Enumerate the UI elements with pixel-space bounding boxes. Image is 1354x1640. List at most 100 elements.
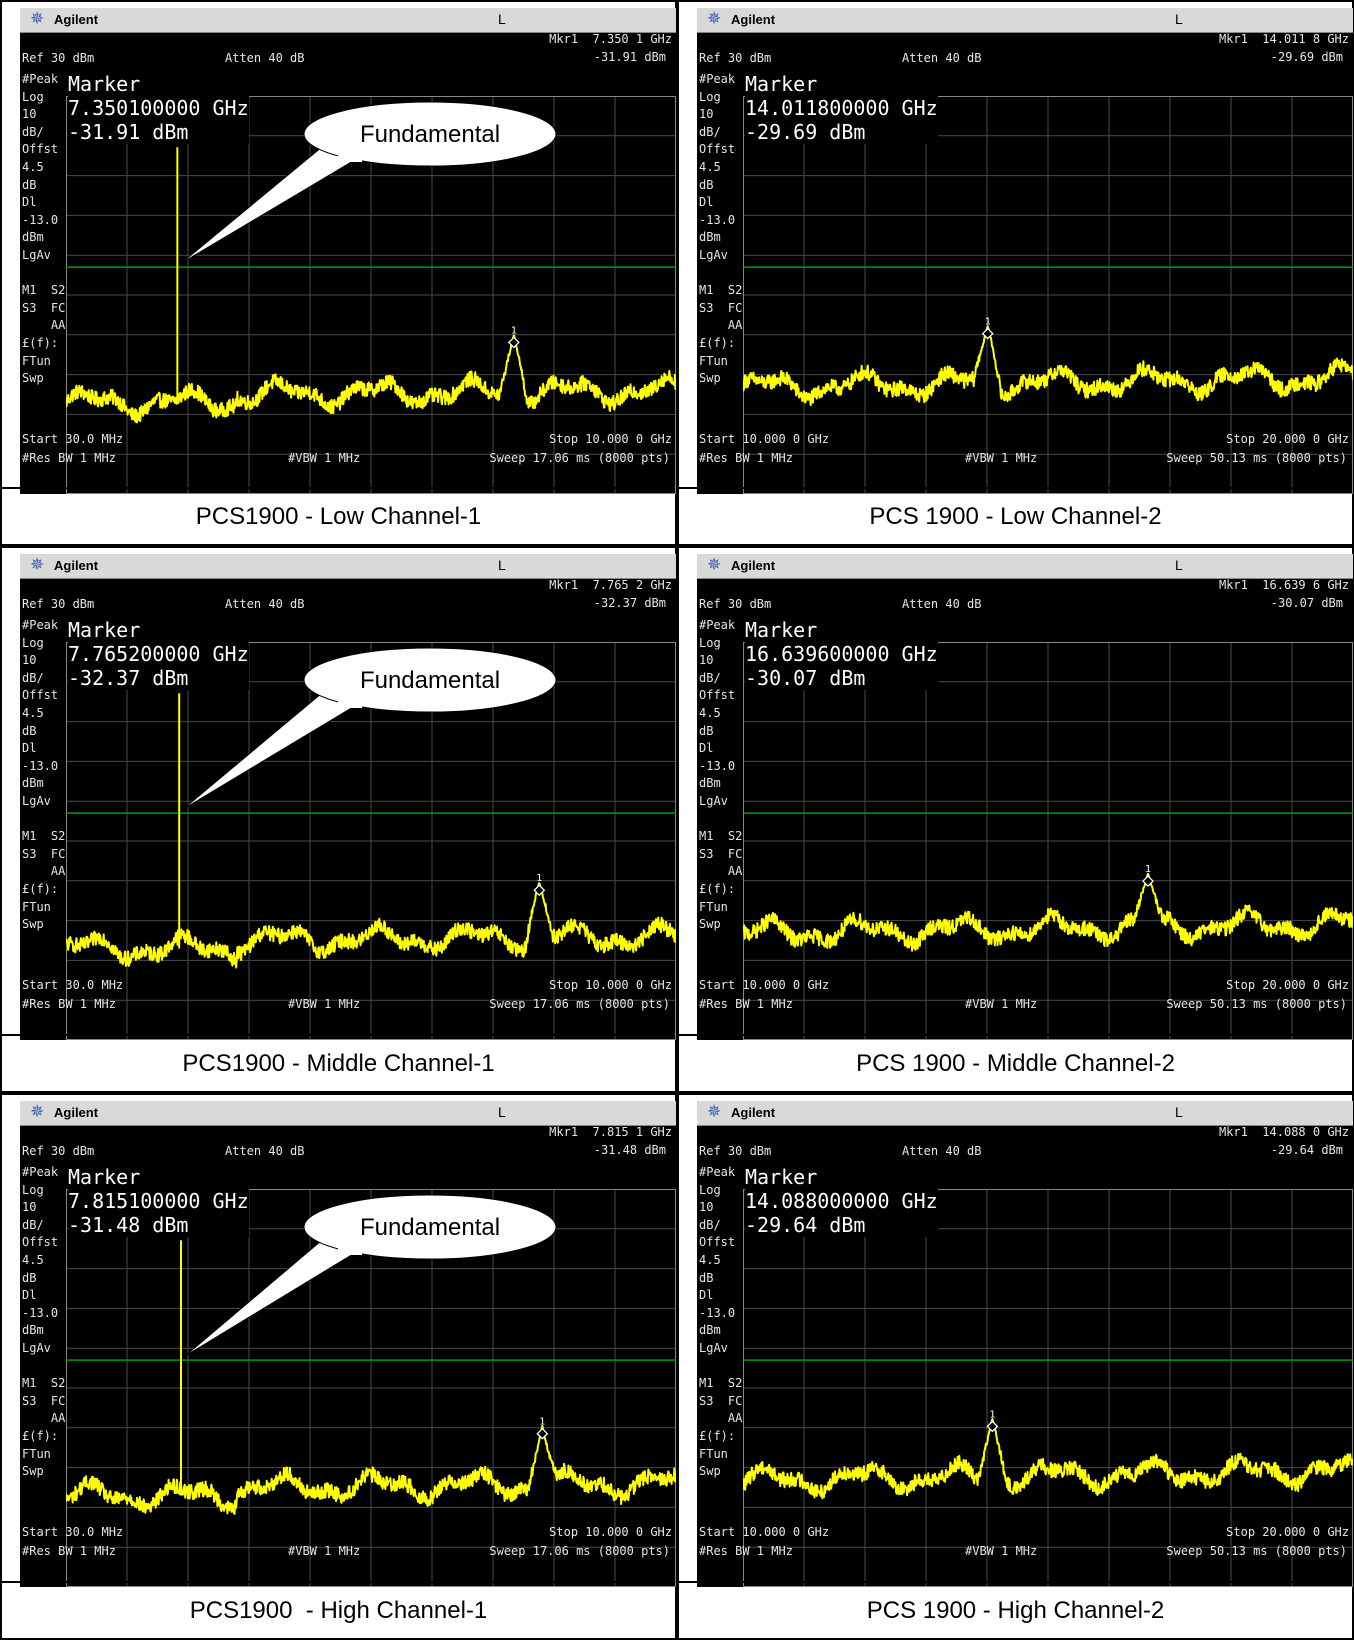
side-annotation: Log <box>699 635 721 650</box>
ref-level-label: Ref 30 dBm <box>22 1144 95 1158</box>
marker-level: -29.64 dBm <box>745 1213 866 1237</box>
side-annotation: dB/ <box>22 124 44 139</box>
side-annotation: FTun <box>22 353 51 368</box>
resolution-bandwidth-label: #Res BW 1 MHz <box>22 1544 116 1558</box>
marker-freq: 7.350100000 GHz <box>68 96 249 120</box>
mode-indicator: L <box>1175 557 1183 573</box>
marker-level: -29.69 dBm <box>745 120 866 144</box>
side-annotation: FTun <box>22 1446 51 1461</box>
analyzer-screen: ✵ Agilent L Mkr1 7.815 1 GHz -31.48 dBm Ref 3… <box>20 1101 676 1587</box>
side-annotation <box>699 811 745 829</box>
side-annotation: AA <box>699 318 743 333</box>
side-annotation: 4.5 <box>699 1252 721 1267</box>
side-annotation: S3 FC <box>699 846 743 861</box>
side-annotation: AA <box>22 864 66 879</box>
side-annotations: #Peak Log 10 dB/Offst 4.5 dB Dl -13.0 dBm LgAv M1 … <box>22 71 68 388</box>
stop-frequency-label: Stop 20.000 0 GHz <box>1226 978 1349 992</box>
brand-label: Agilent <box>731 1105 776 1120</box>
agilent-logo-icon: ✵ <box>30 9 45 29</box>
side-annotation: Swp <box>699 1464 721 1479</box>
sweep-time-label: Sweep 50.13 ms (8000 pts) <box>1166 451 1347 465</box>
side-annotation: S3 FC <box>22 846 66 861</box>
side-annotation: 10 <box>22 653 37 668</box>
side-annotation: Dl <box>22 1288 37 1303</box>
plot-caption: PCS 1900 - Middle Channel-2 <box>679 1034 1352 1091</box>
attenuation-label: Atten 40 dB <box>225 51 305 65</box>
start-frequency-label: Start 10.000 0 GHz <box>699 978 830 992</box>
attenuation-label: Atten 40 dB <box>902 51 982 65</box>
plot-frame <box>743 96 1353 494</box>
plot-caption: PCS 1900 - High Channel-2 <box>679 1581 1352 1638</box>
side-annotation: Offst <box>699 142 736 157</box>
start-frequency-label: Start 10.000 0 GHz <box>699 1525 830 1539</box>
brand-label: Agilent <box>731 558 776 573</box>
marker-freq-readout: Mkr1 16.639 6 GHz <box>1218 578 1349 592</box>
side-annotation: Log <box>22 635 44 650</box>
side-annotation: AA <box>699 1411 743 1426</box>
side-annotation: M1 S2 <box>22 1376 66 1391</box>
marker-title: Marker <box>68 1165 141 1189</box>
side-annotation: dB/ <box>699 124 721 139</box>
agilent-logo-icon: ✵ <box>707 555 722 575</box>
side-annotation: dBm <box>22 1323 44 1338</box>
resolution-bandwidth-label: #Res BW 1 MHz <box>699 1544 793 1558</box>
agilent-logo-icon: ✵ <box>30 1102 45 1122</box>
mode-indicator: L <box>1175 1104 1183 1120</box>
sweep-time-label: Sweep 17.06 ms (8000 pts) <box>489 451 670 465</box>
plot-cell: ✵ Agilent L Mkr1 7.350 1 GHz -31.91 dBm Ref 3… <box>0 0 677 546</box>
marker-freq: 7.765200000 GHz <box>68 642 249 666</box>
video-bandwidth-label: #VBW 1 MHz <box>965 1544 1038 1558</box>
analyzer-title-bar: ✵ Agilent L <box>697 1101 1353 1126</box>
side-annotations: #Peak Log 10 dB/Offst 4.5 dB Dl -13.0 dBm LgAv M1 … <box>699 1164 745 1481</box>
side-annotation: dBm <box>22 776 44 791</box>
side-annotation: Dl <box>22 741 37 756</box>
video-bandwidth-label: #VBW 1 MHz <box>288 451 361 465</box>
marker-level: -30.07 dBm <box>745 666 866 690</box>
side-annotation: £(f): <box>699 881 736 896</box>
marker-freq-readout: Mkr1 14.088 0 GHz <box>1218 1125 1349 1139</box>
mode-indicator: L <box>498 1104 506 1120</box>
side-annotation: LgAv <box>699 247 728 262</box>
side-annotation: M1 S2 <box>699 1376 743 1391</box>
marker-level: -31.91 dBm <box>68 120 189 144</box>
side-annotation: #Peak <box>22 72 59 86</box>
ref-level-label: Ref 30 dBm <box>699 51 772 65</box>
side-annotation: Offst <box>699 688 736 703</box>
side-annotation: Log <box>699 89 721 104</box>
side-annotation: dBm <box>699 1323 721 1338</box>
side-annotation: #Peak <box>699 72 736 86</box>
side-annotation: S3 FC <box>22 300 66 315</box>
side-annotation: AA <box>699 864 743 879</box>
attenuation-label: Atten 40 dB <box>225 1144 305 1158</box>
plot-caption: PCS1900 - Low Channel-1 <box>2 487 675 544</box>
marker-level-readout: -30.07 dBm <box>1270 596 1343 610</box>
analyzer-screen: ✵ Agilent L Mkr1 7.350 1 GHz -31.91 dBm Ref 3… <box>20 8 676 494</box>
side-annotation: AA <box>22 1411 66 1426</box>
mode-indicator: L <box>1175 11 1183 27</box>
marker-number-label: 1 <box>985 317 991 328</box>
marker-level-readout: -32.37 dBm <box>593 596 666 610</box>
marker-title: Marker <box>745 618 818 642</box>
start-frequency-label: Start 30.0 MHz <box>22 432 124 446</box>
marker-number-label: 1 <box>539 1417 545 1428</box>
marker-number-label: 1 <box>536 873 542 884</box>
side-annotation: Log <box>699 1182 721 1197</box>
analyzer-title-bar: ✵ Agilent L <box>20 1101 676 1126</box>
side-annotation: Swp <box>699 371 721 386</box>
marker-readout: Marker 7.765200000 GHz -32.37 dBm <box>68 618 249 690</box>
marker-diamond <box>507 336 520 349</box>
marker-readout: Marker 14.088000000 GHz -29.64 dBm <box>745 1165 938 1237</box>
side-annotation: dBm <box>699 230 721 245</box>
marker-freq-readout: Mkr1 7.815 1 GHz <box>549 1125 672 1139</box>
marker-freq-readout: Mkr1 7.765 2 GHz <box>549 578 672 592</box>
side-annotation <box>699 1358 745 1376</box>
start-frequency-label: Start 30.0 MHz <box>22 1525 124 1539</box>
marker-freq: 7.815100000 GHz <box>68 1189 249 1213</box>
stop-frequency-label: Stop 20.000 0 GHz <box>1226 432 1349 446</box>
side-annotation: FTun <box>699 899 728 914</box>
plot-cell: ✵ Agilent L Mkr1 16.639 6 GHz -30.07 dBm Ref … <box>677 546 1354 1093</box>
marker-freq-readout: Mkr1 7.350 1 GHz <box>549 32 672 46</box>
marker-level-readout: -31.91 dBm <box>593 50 666 64</box>
side-annotation: £(f): <box>22 1428 59 1443</box>
marker-title: Marker <box>745 72 818 96</box>
